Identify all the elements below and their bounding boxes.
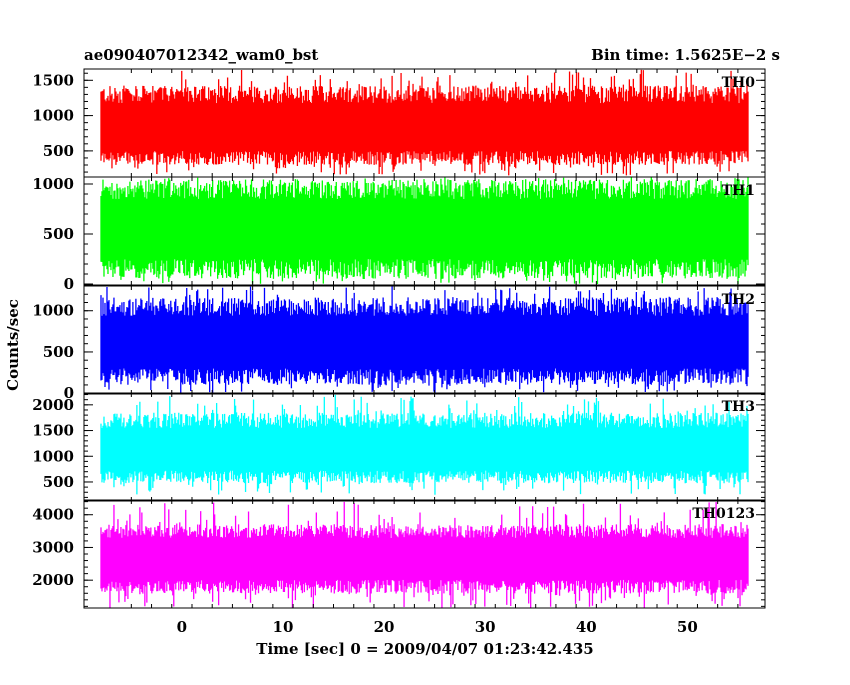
y-tick-label: 3000 bbox=[32, 538, 74, 556]
panel-th1: 0 500 1000 TH1 bbox=[32, 175, 766, 293]
y-tick-label: 4000 bbox=[32, 506, 74, 524]
y-axis-title: Counts/sec bbox=[4, 299, 22, 391]
y-tick-label: 1000 bbox=[32, 175, 74, 193]
series-core-th0123 bbox=[101, 538, 748, 580]
y-tick-label: 500 bbox=[43, 225, 74, 243]
panels: 500 1000 1500 TH0 0 500 1000 TH1 0 500 1000 TH2 500 1… bbox=[32, 68, 766, 609]
bin-time-label: Bin time: 1.5625E−2 s bbox=[591, 46, 780, 64]
series-core-th2 bbox=[101, 315, 748, 369]
y-tick-label: 2000 bbox=[32, 571, 74, 589]
panel-frame bbox=[83, 285, 766, 395]
x-tick-label: 30 bbox=[475, 618, 496, 636]
panel-th2: 0 500 1000 TH2 bbox=[32, 285, 766, 402]
y-tick-label: 1000 bbox=[32, 447, 74, 465]
panel-th0: 500 1000 1500 TH0 bbox=[32, 68, 766, 178]
y-tick-label: 2000 bbox=[32, 396, 74, 414]
x-axis: 0 10 20 30 40 50 bbox=[177, 618, 698, 636]
y-tick-label: 0 bbox=[64, 275, 74, 293]
panel-label-th2: TH2 bbox=[722, 292, 755, 308]
panel-label-th1: TH1 bbox=[722, 183, 755, 199]
y-tick-label: 1000 bbox=[32, 107, 74, 125]
y-tick-label: 1500 bbox=[32, 422, 74, 440]
y-tick-label: 500 bbox=[43, 343, 74, 361]
x-tick-label: 40 bbox=[576, 618, 597, 636]
x-tick-label: 0 bbox=[177, 618, 187, 636]
y-tick-label: 500 bbox=[43, 142, 74, 160]
chart-title: ae090407012342_wam0_bst bbox=[84, 46, 318, 64]
panel-frame bbox=[83, 176, 766, 286]
y-tick-label: 500 bbox=[43, 473, 74, 491]
panel-label-th0123: TH0123 bbox=[692, 506, 755, 522]
series-core-th1 bbox=[101, 199, 748, 259]
x-tick-label: 20 bbox=[374, 618, 395, 636]
panel-frame bbox=[83, 392, 766, 502]
y-tick-label: 0 bbox=[64, 384, 74, 402]
y-tick-label: 1500 bbox=[32, 71, 74, 89]
panel-label-th0: TH0 bbox=[722, 75, 756, 91]
x-tick-label: 50 bbox=[677, 618, 698, 636]
panel-label-th3: TH3 bbox=[722, 399, 755, 415]
y-tick-label: 1000 bbox=[32, 302, 74, 320]
x-axis-title: Time [sec] 0 = 2009/04/07 01:23:42.435 bbox=[256, 640, 593, 658]
panel-th3: 500 1000 1500 2000 TH3 bbox=[32, 392, 766, 502]
series-core-th3 bbox=[101, 427, 748, 471]
x-tick-label: 10 bbox=[273, 618, 294, 636]
series-core-th0 bbox=[101, 103, 748, 151]
panel-th0123: 2000 3000 4000 TH0123 bbox=[32, 499, 766, 609]
